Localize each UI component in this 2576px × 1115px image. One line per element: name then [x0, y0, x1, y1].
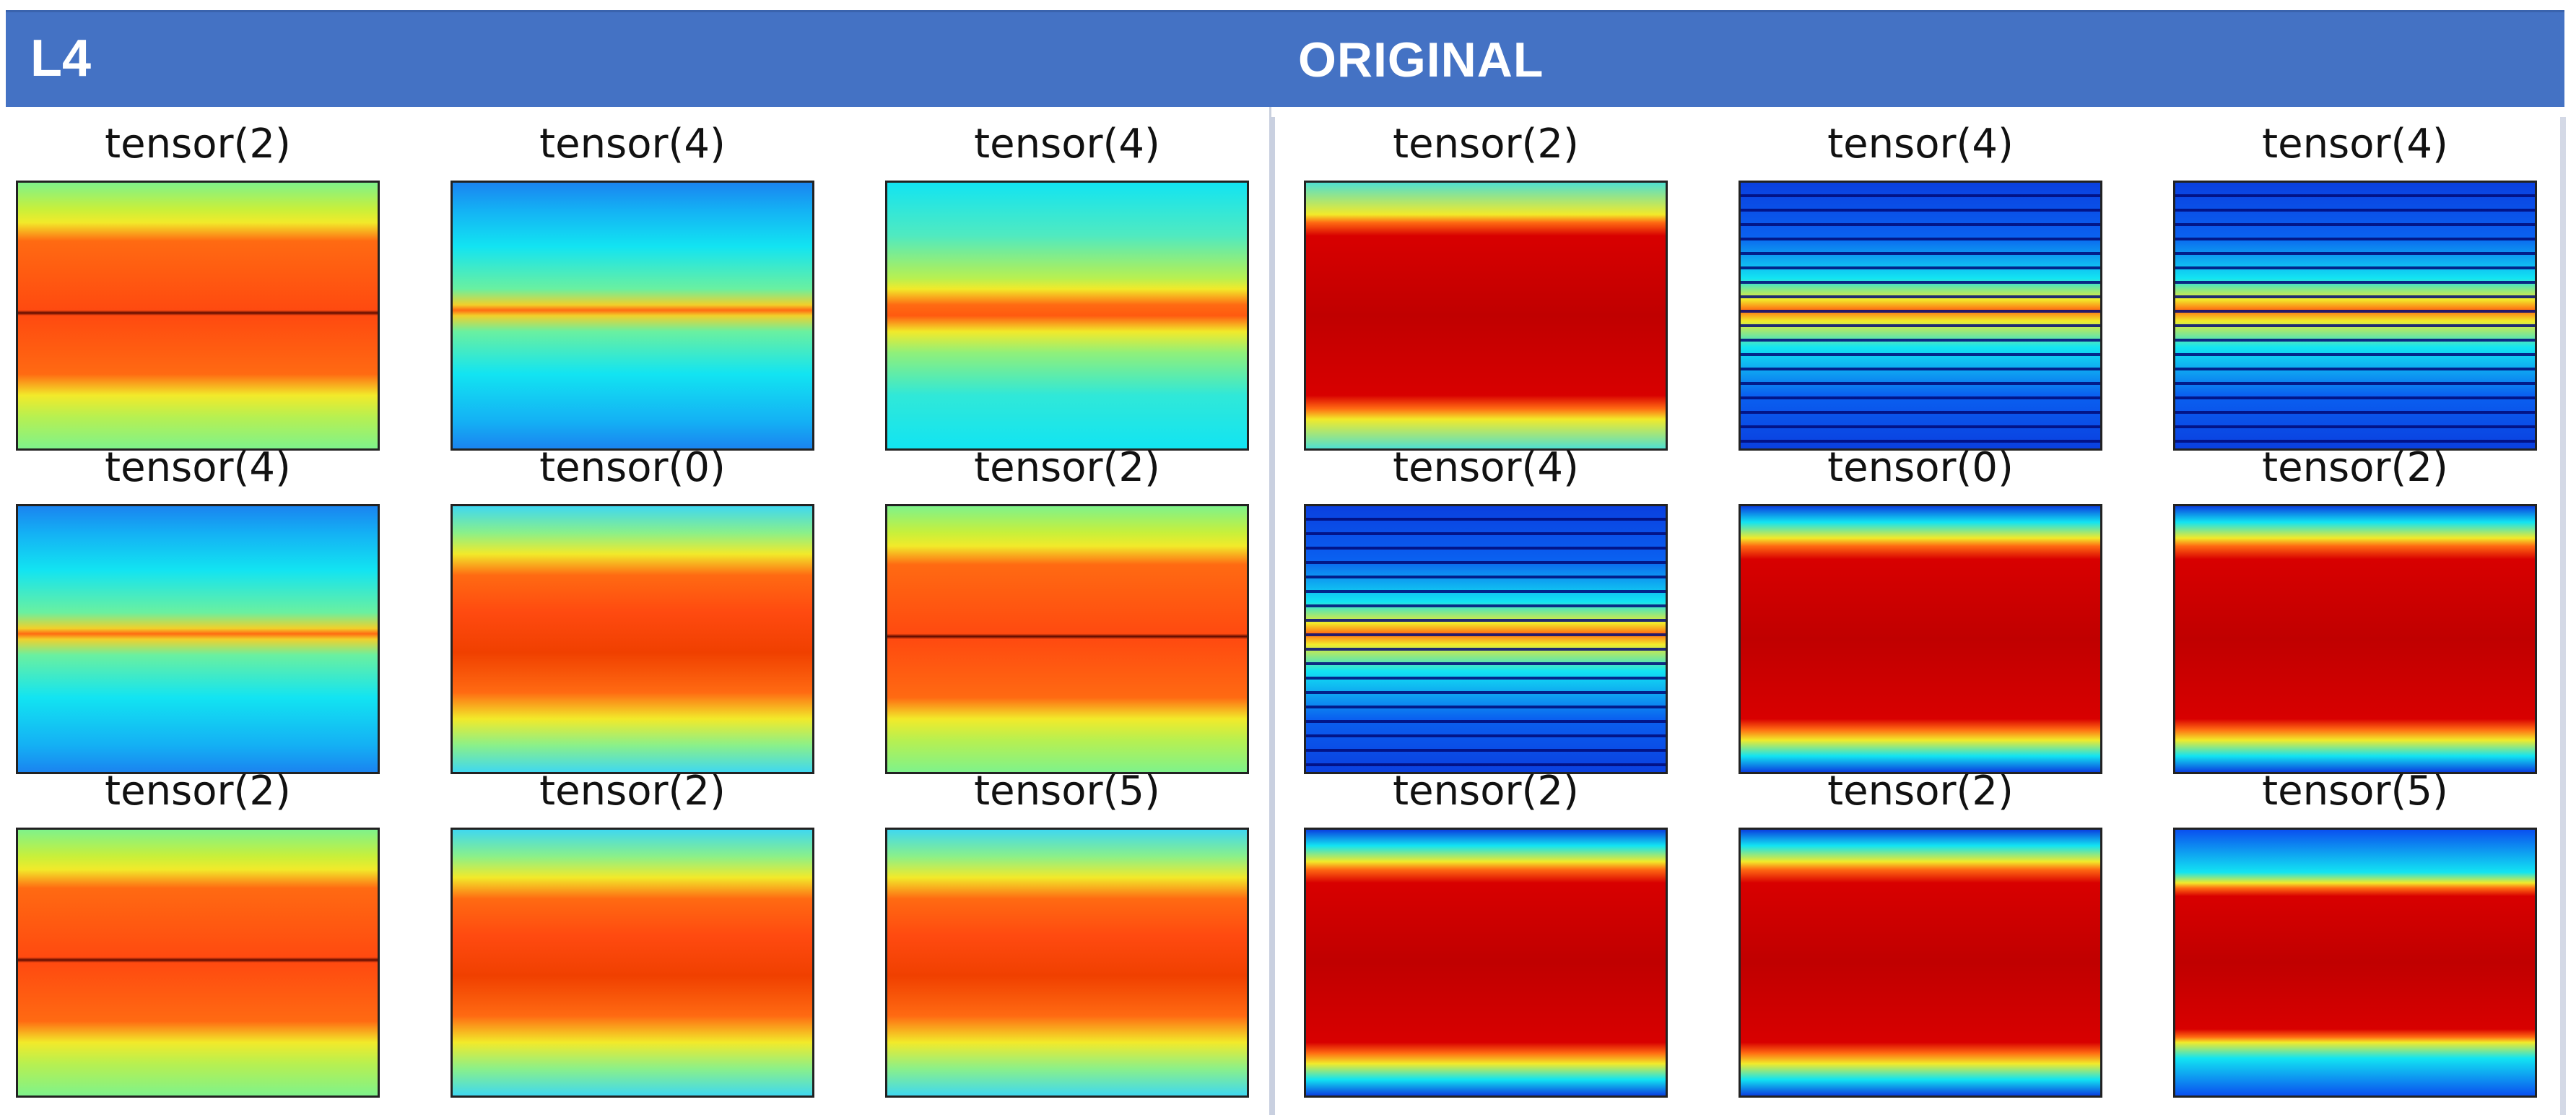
heatmap [451, 504, 814, 774]
right-panel-9: tensor(5) [2173, 768, 2537, 1098]
right-panel-2: tensor(4) [1739, 121, 2102, 451]
heatmap [1739, 828, 2102, 1098]
right-panel-1: tensor(2) [1304, 121, 1668, 451]
panel-title: tensor(4) [1393, 444, 1579, 491]
heatmap [885, 504, 1249, 774]
panel-title: tensor(4) [2262, 121, 2448, 168]
group-divider [1269, 117, 1275, 1115]
panel-title: tensor(2) [1827, 768, 2014, 815]
panel-title: tensor(2) [2262, 444, 2448, 491]
heatmap [451, 828, 814, 1098]
panel-title: tensor(5) [2262, 768, 2448, 815]
panel-title: tensor(4) [539, 121, 726, 168]
heatmap [16, 181, 380, 451]
layer-label: L4 [30, 30, 92, 87]
heatmap [885, 181, 1249, 451]
section-title: ORIGINAL [1298, 32, 1544, 87]
header-bar: L4 ORIGINAL [6, 10, 2564, 107]
panel-title: tensor(2) [1393, 121, 1579, 168]
panel-title: tensor(0) [539, 444, 726, 491]
right-panel-3: tensor(4) [2173, 121, 2537, 451]
panel-title: tensor(5) [974, 768, 1160, 815]
panel-title: tensor(2) [105, 768, 291, 815]
left-panel-8: tensor(2) [451, 768, 814, 1098]
right-panel-5: tensor(0) [1739, 444, 2102, 774]
left-panel-5: tensor(0) [451, 444, 814, 774]
heatmap [1739, 504, 2102, 774]
heatmap [1304, 181, 1668, 451]
heatmap [451, 181, 814, 451]
heatmap [1739, 181, 2102, 451]
panel-title: tensor(2) [1393, 768, 1579, 815]
left-panel-7: tensor(2) [16, 768, 380, 1098]
left-panel-6: tensor(2) [885, 444, 1249, 774]
heatmap [1304, 828, 1668, 1098]
panel-title: tensor(2) [539, 768, 726, 815]
heatmap [2173, 828, 2537, 1098]
panel-title: tensor(4) [1827, 121, 2014, 168]
panel-title: tensor(4) [974, 121, 1160, 168]
heatmap [1304, 504, 1668, 774]
right-panel-7: tensor(2) [1304, 768, 1668, 1098]
panel-title: tensor(0) [1827, 444, 2014, 491]
heatmap [885, 828, 1249, 1098]
panel-title: tensor(4) [105, 444, 291, 491]
left-panel-4: tensor(4) [16, 444, 380, 774]
panel-title: tensor(2) [105, 121, 291, 168]
panel-title: tensor(2) [974, 444, 1160, 491]
left-panel-9: tensor(5) [885, 768, 1249, 1098]
right-panel-4: tensor(4) [1304, 444, 1668, 774]
right-panel-6: tensor(2) [2173, 444, 2537, 774]
left-panel-3: tensor(4) [885, 121, 1249, 451]
heatmap [2173, 181, 2537, 451]
right-panel-8: tensor(2) [1739, 768, 2102, 1098]
left-panel-1: tensor(2) [16, 121, 380, 451]
header-divider-tick [1269, 107, 1271, 117]
left-panel-2: tensor(4) [451, 121, 814, 451]
right-edge-divider [2560, 117, 2566, 1115]
heatmap [2173, 504, 2537, 774]
heatmap [16, 828, 380, 1098]
heatmap [16, 504, 380, 774]
